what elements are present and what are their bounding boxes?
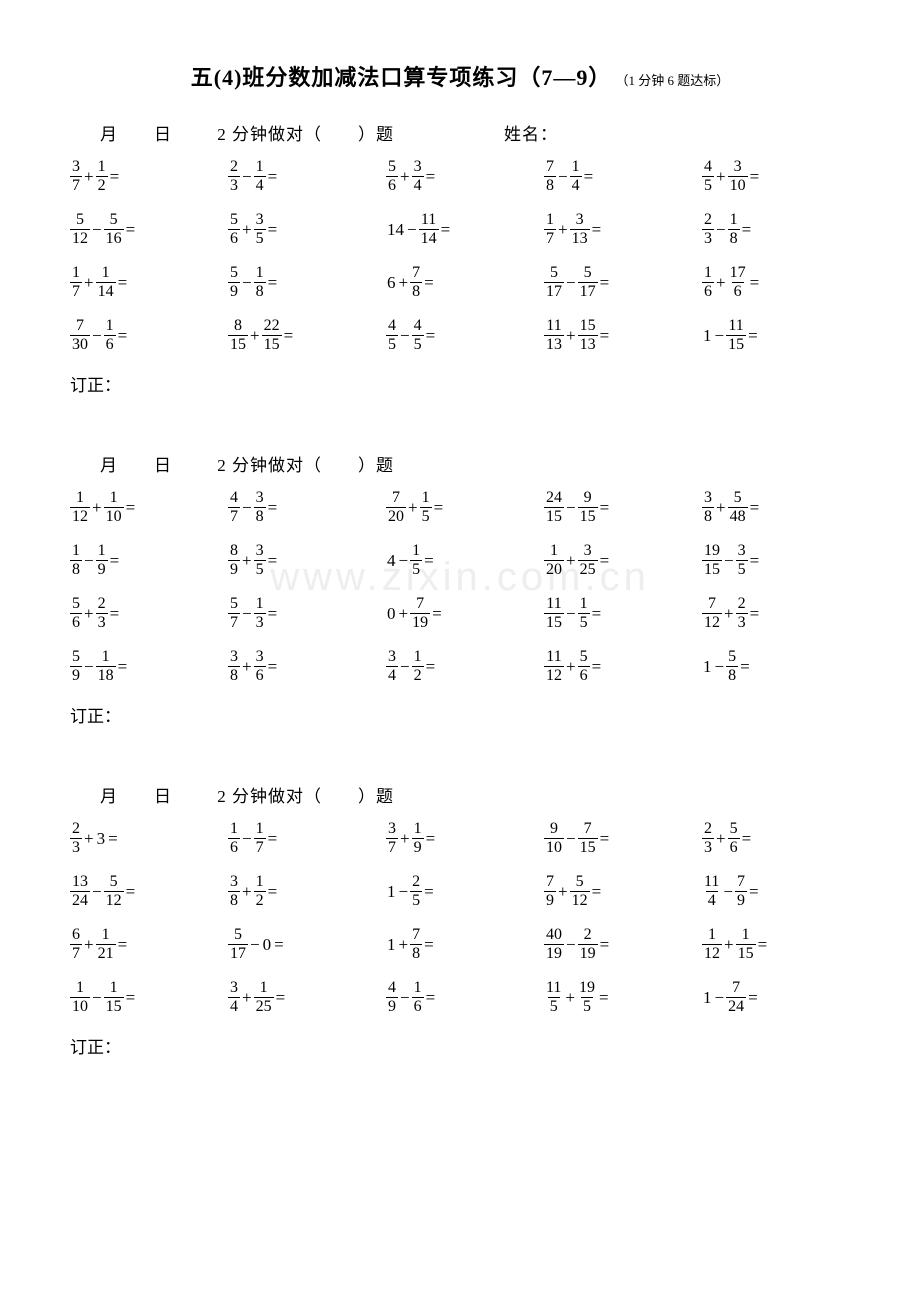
- problem: 18−19=: [70, 543, 218, 578]
- problem: 112+115=: [702, 927, 850, 962]
- correction-label: 订正：: [70, 702, 850, 727]
- problem: 1−724=: [702, 980, 850, 1015]
- problem: 17+313=: [544, 212, 692, 247]
- problem: 1915−35=: [702, 543, 850, 578]
- problem: 0+719=: [386, 596, 534, 631]
- block-header: 月 日 2 分钟做对（ ）题: [100, 451, 850, 476]
- problem: 720+15=: [386, 490, 534, 525]
- problem: 517−0=: [228, 927, 376, 962]
- problem: 38+548=: [702, 490, 850, 525]
- date-label: 月 日: [100, 787, 172, 806]
- problem: 17+114=: [70, 265, 218, 300]
- exercise-block: 月 日 2 分钟做对（ ）题 姓名： 37+12= 23−14= 56+34= 7…: [70, 120, 850, 396]
- page-title: 五(4)班分数加减法口算专项练习（7—9）: [191, 65, 612, 90]
- exercise-block: 月 日 2 分钟做对（ ）题 112+110= 47−38= 720+15= 2…: [70, 451, 850, 727]
- problem: 512−516=: [70, 212, 218, 247]
- problem: 78−14=: [544, 159, 692, 194]
- problem: 1−25=: [386, 874, 534, 909]
- exercise-block: 月 日 2 分钟做对（ ）题 23+3= 16−17= 37+19= 910−7…: [70, 782, 850, 1058]
- date-label: 月 日: [100, 456, 172, 475]
- problem: 47−38=: [228, 490, 376, 525]
- problem: 45−45=: [386, 318, 534, 353]
- problem: 89+35=: [228, 543, 376, 578]
- problem: 115+195=: [544, 980, 692, 1015]
- problem: 1−58=: [702, 649, 850, 684]
- correction-label: 订正：: [70, 371, 850, 396]
- problem: 49−16=: [386, 980, 534, 1015]
- page-subtitle: （1 分钟 6 题达标）: [615, 73, 729, 88]
- problem: 1115−15=: [544, 596, 692, 631]
- problem: 6+78=: [386, 265, 534, 300]
- problem: 57−13=: [228, 596, 376, 631]
- problem: 1113+1513=: [544, 318, 692, 353]
- problem: 67+121=: [70, 927, 218, 962]
- problem: 4−15=: [386, 543, 534, 578]
- problem: 815+2215=: [228, 318, 376, 353]
- problem: 2415−915=: [544, 490, 692, 525]
- date-label: 月 日: [100, 125, 172, 144]
- block-header: 月 日 2 分钟做对（ ）题: [100, 782, 850, 807]
- problem: 23+56=: [702, 821, 850, 856]
- problem: 712+23=: [702, 596, 850, 631]
- problem: 23+3=: [70, 821, 218, 856]
- problem-grid: 23+3= 16−17= 37+19= 910−715= 23+56= 1324…: [70, 821, 850, 1015]
- score-label: 2 分钟做对（ ）题: [217, 451, 394, 476]
- problem: 56+35=: [228, 212, 376, 247]
- problem-grid: 37+12= 23−14= 56+34= 78−14= 45+310= 512−…: [70, 159, 850, 353]
- problem: 34−12=: [386, 649, 534, 684]
- problem: 56+34=: [386, 159, 534, 194]
- problem: 59−118=: [70, 649, 218, 684]
- problem: 23−18=: [702, 212, 850, 247]
- problem: 730−16=: [70, 318, 218, 353]
- problem: 1112+56=: [544, 649, 692, 684]
- problem: 38+36=: [228, 649, 376, 684]
- problem: 23−14=: [228, 159, 376, 194]
- problem: 38+12=: [228, 874, 376, 909]
- problem: 114−79=: [702, 874, 850, 909]
- problem-grid: 112+110= 47−38= 720+15= 2415−915= 38+548…: [70, 490, 850, 684]
- name-label: 姓名：: [504, 120, 558, 145]
- problem: 16−17=: [228, 821, 376, 856]
- problem: 1−1115=: [702, 318, 850, 353]
- problem: 910−715=: [544, 821, 692, 856]
- score-label: 2 分钟做对（ ）题: [217, 782, 394, 807]
- problem: 4019−219=: [544, 927, 692, 962]
- problem: 14−1114=: [386, 212, 534, 247]
- problem: 16+176=: [702, 265, 850, 300]
- problem: 110−115=: [70, 980, 218, 1015]
- score-label: 2 分钟做对（ ）题: [217, 120, 394, 145]
- problem: 112+110=: [70, 490, 218, 525]
- problem: 45+310=: [702, 159, 850, 194]
- problem: 37+19=: [386, 821, 534, 856]
- problem: 37+12=: [70, 159, 218, 194]
- problem: 59−18=: [228, 265, 376, 300]
- problem: 1324−512=: [70, 874, 218, 909]
- block-header: 月 日 2 分钟做对（ ）题 姓名：: [100, 120, 850, 145]
- problem: 34+125=: [228, 980, 376, 1015]
- problem: 517−517=: [544, 265, 692, 300]
- problem: 79+512=: [544, 874, 692, 909]
- problem: 56+23=: [70, 596, 218, 631]
- problem: 1+78=: [386, 927, 534, 962]
- problem: 120+325=: [544, 543, 692, 578]
- correction-label: 订正：: [70, 1033, 850, 1058]
